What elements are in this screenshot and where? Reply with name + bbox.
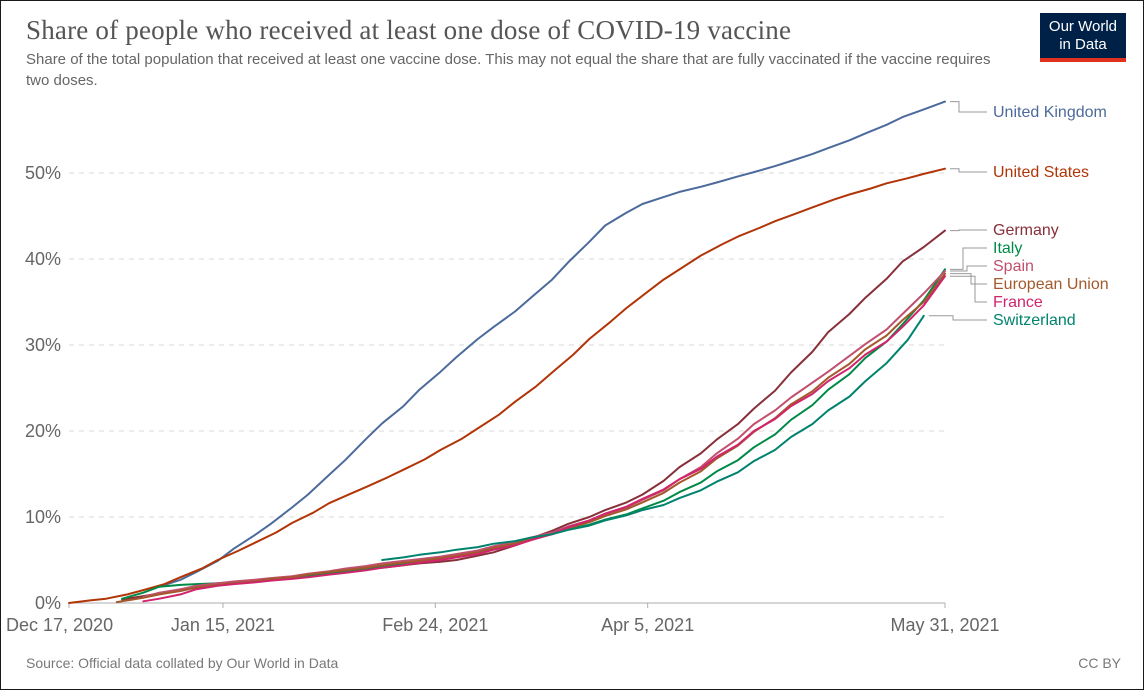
series-line-france[interactable]: [142, 275, 946, 603]
legend-connector-italy: [950, 247, 987, 270]
legend-connector-spain: [950, 265, 987, 272]
y-tick-label: 40%: [25, 249, 61, 269]
legend-label-italy[interactable]: Italy: [993, 240, 1022, 257]
legend-label-switzerland[interactable]: Switzerland: [993, 312, 1076, 329]
legend-connector-united-states: [950, 168, 987, 173]
license-badge[interactable]: CC BY: [1078, 655, 1121, 671]
legend-label-france[interactable]: France: [993, 294, 1043, 311]
source-note: Source: Official data collated by Our Wo…: [26, 655, 339, 671]
y-tick-label: 0%: [35, 593, 61, 613]
page-title: Share of people who received at least on…: [26, 15, 792, 45]
legend-label-european-union[interactable]: European Union: [993, 276, 1109, 293]
x-tick-label: Jan 15, 2021: [171, 615, 275, 635]
series-line-united-kingdom[interactable]: [158, 100, 946, 588]
y-tick-label: 20%: [25, 421, 61, 441]
legend-label-germany[interactable]: Germany: [993, 222, 1059, 239]
series-line-switzerland[interactable]: [381, 314, 925, 561]
legend-connector-germany: [950, 229, 987, 232]
x-tick-label: Feb 24, 2021: [382, 615, 488, 635]
legend-connector-united-kingdom: [950, 101, 987, 113]
series-line-spain[interactable]: [142, 270, 946, 598]
chart-footer: Source: Official data collated by Our Wo…: [1, 645, 1143, 689]
x-tick-label: Dec 17, 2020: [6, 615, 113, 635]
owid-logo-line2: in Data: [1059, 36, 1107, 53]
chart-subtitle: Share of the total population that recei…: [26, 51, 991, 89]
legend-label-spain[interactable]: Spain: [993, 258, 1034, 275]
x-tick-label: May 31, 2021: [890, 615, 999, 635]
legend-connector-france: [950, 275, 987, 303]
y-tick-label: 50%: [25, 163, 61, 183]
series-line-united-states[interactable]: [68, 167, 946, 604]
legend-connector-european-union: [950, 273, 987, 285]
owid-logo[interactable]: Our World in Data: [1039, 13, 1126, 62]
x-tick-label: Apr 5, 2021: [601, 615, 694, 635]
y-tick-label: 30%: [25, 335, 61, 355]
legend-label-united-kingdom[interactable]: United Kingdom: [993, 104, 1107, 121]
owid-logo-line1: Our World: [1048, 18, 1117, 35]
legend-connector-switzerland: [928, 315, 987, 321]
legend-label-united-states[interactable]: United States: [993, 164, 1089, 181]
series-line-european-union[interactable]: [115, 272, 946, 604]
series-line-italy[interactable]: [121, 268, 946, 600]
y-tick-label: 10%: [25, 507, 61, 527]
